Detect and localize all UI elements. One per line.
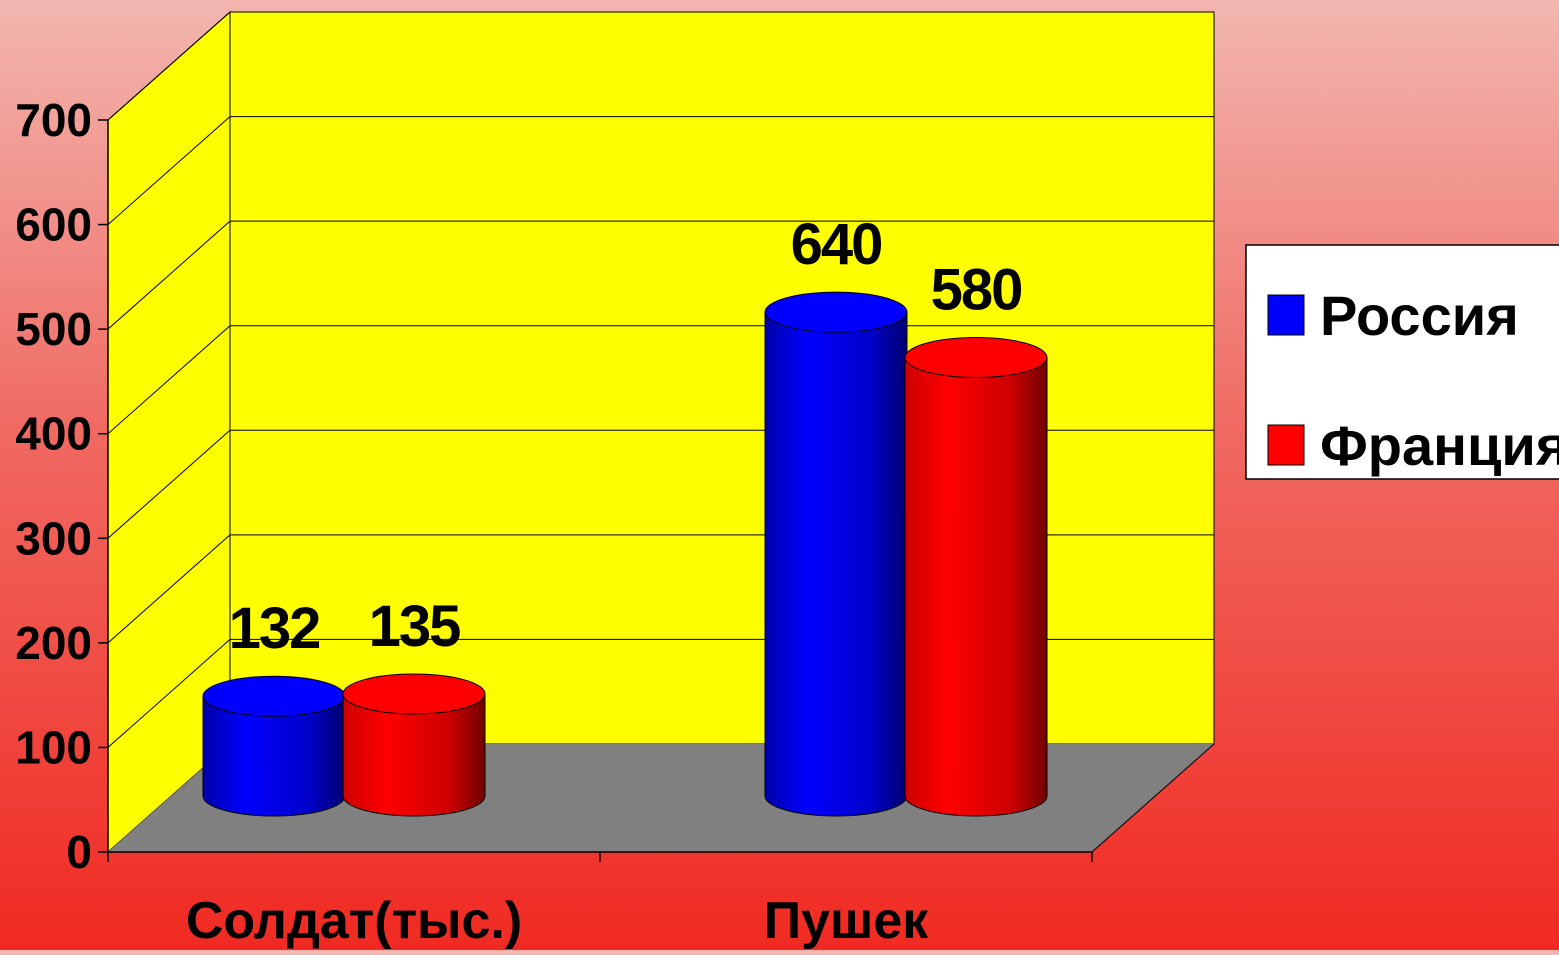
data-label: 132 <box>229 596 320 661</box>
x-tick-label: Солдат(тыс.) <box>186 892 522 950</box>
y-tick-label: 0 <box>66 826 92 878</box>
legend-label: Россия <box>1320 284 1519 347</box>
bar-body <box>764 311 908 817</box>
bar-top <box>904 337 1048 379</box>
bar-top <box>342 673 486 715</box>
y-tick-label: 700 <box>15 94 92 146</box>
bar-france-1 <box>904 337 1048 817</box>
data-label: 135 <box>369 594 461 659</box>
gridline <box>107 11 1214 121</box>
bar-body <box>904 357 1048 817</box>
y-tick-label: 300 <box>15 512 92 564</box>
legend-swatch <box>1267 424 1305 466</box>
bar-body <box>202 695 346 817</box>
back-wall <box>229 11 1215 745</box>
bar-russia-0 <box>202 675 346 817</box>
floor-edge <box>1091 743 1215 853</box>
gridline <box>107 220 1214 330</box>
bar-top <box>764 291 908 333</box>
bar-top <box>202 675 346 717</box>
legend-label: Франция <box>1320 414 1559 477</box>
bar-body <box>342 693 486 817</box>
x-tick-label: Пушек <box>764 892 930 950</box>
bar-russia-1 <box>764 291 908 817</box>
y-tick-label: 200 <box>15 617 92 669</box>
data-label: 580 <box>931 258 1022 323</box>
y-tick-label: 400 <box>15 408 92 460</box>
gridline <box>107 116 1214 225</box>
y-tick-label: 100 <box>15 721 92 773</box>
data-label: 640 <box>791 212 882 277</box>
bar-france-0 <box>342 673 486 817</box>
y-tick-label: 600 <box>15 199 92 251</box>
legend-swatch <box>1267 294 1305 336</box>
y-tick-label: 500 <box>15 303 92 355</box>
